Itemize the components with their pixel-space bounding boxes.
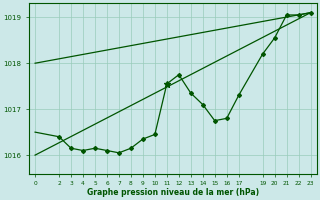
- X-axis label: Graphe pression niveau de la mer (hPa): Graphe pression niveau de la mer (hPa): [87, 188, 259, 197]
